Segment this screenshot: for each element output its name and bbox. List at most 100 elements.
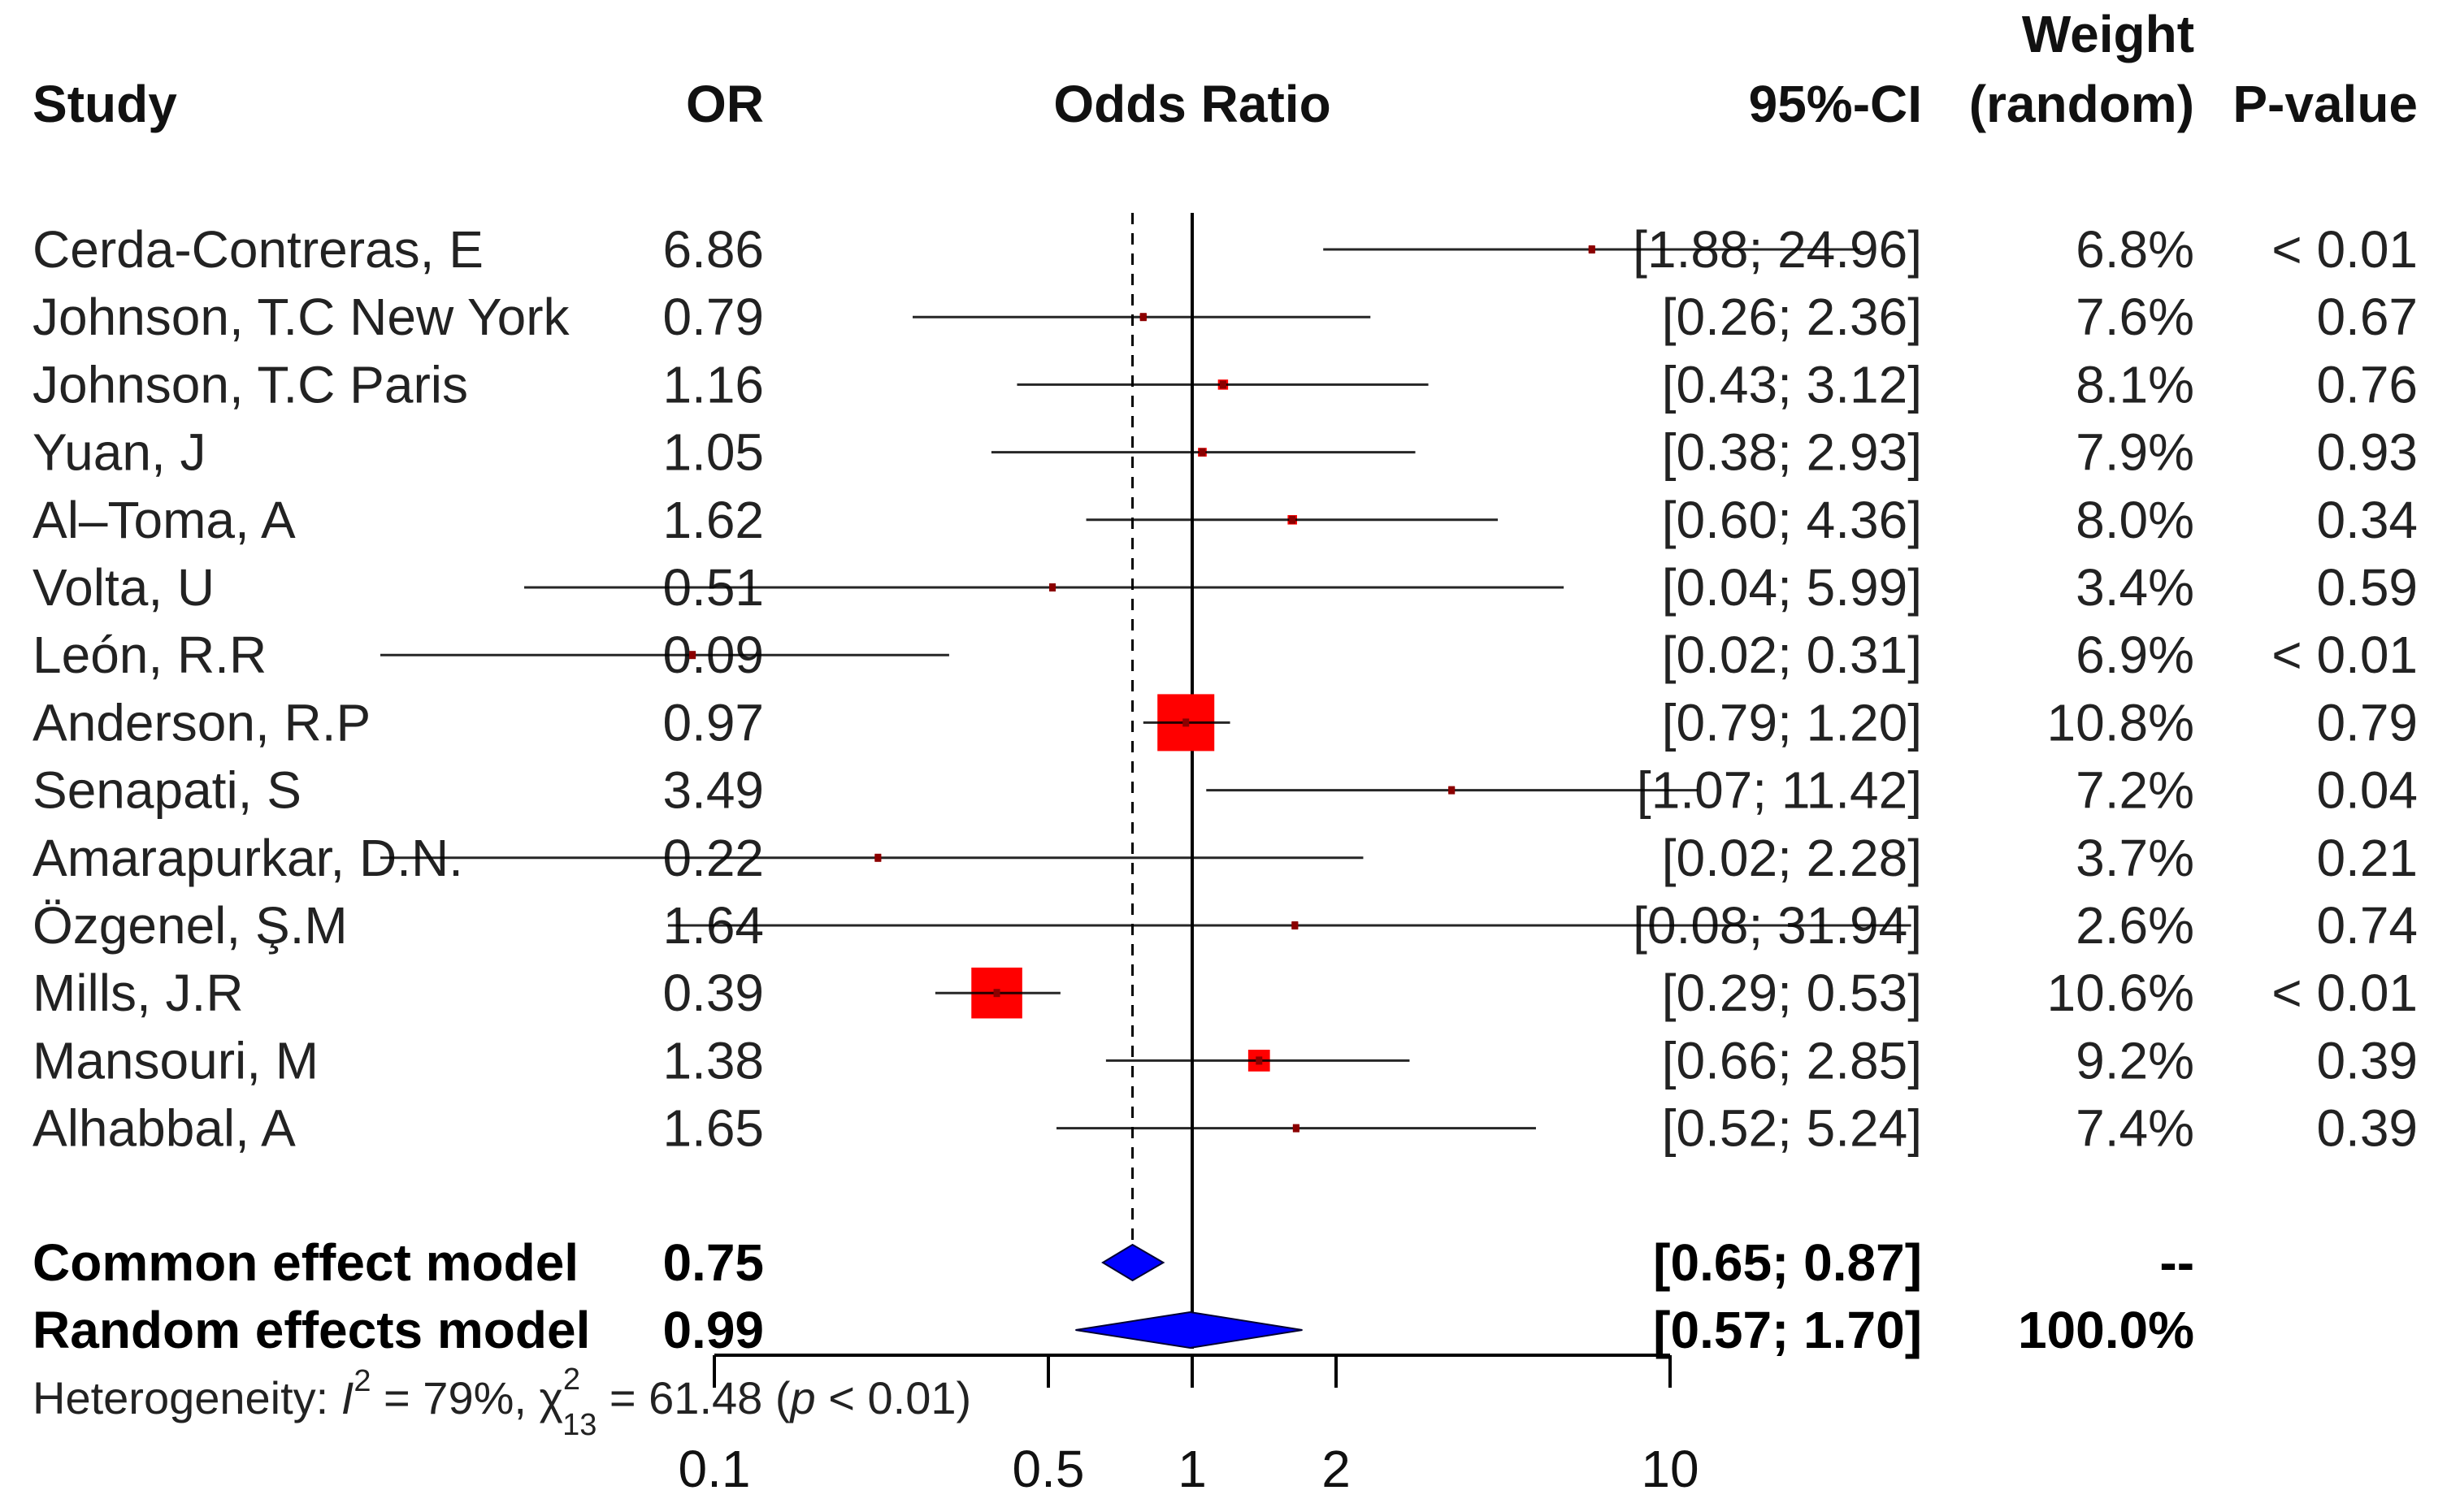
study-point-estimate (1256, 1056, 1263, 1065)
study-name: Volta, U (33, 558, 215, 617)
study-pvalue: 0.67 (2316, 288, 2418, 346)
summary-diamond (1101, 1243, 1165, 1282)
study-pvalue: 0.39 (2316, 1031, 2418, 1090)
study-weight: 10.8% (2047, 693, 2194, 752)
study-weight: 3.7% (2076, 829, 2194, 887)
summary-name: Random effects model (33, 1301, 590, 1359)
het-chi-sub: 13 (562, 1408, 597, 1442)
het-p-value: < 0.01) (816, 1372, 971, 1423)
study-point-estimate (1289, 515, 1296, 524)
study-ci: [0.66; 2.85] (1662, 1031, 1922, 1090)
study-row: León, R.R 0.09 [0.02; 0.31] 6.9% < 0.01 (33, 626, 2418, 684)
study-name: Cerda-Contreras, E (33, 220, 484, 279)
study-point-estimate (1291, 921, 1299, 929)
summary-or: 0.75 (662, 1233, 764, 1292)
study-or: 1.62 (662, 491, 764, 549)
study-ci: [0.29; 0.53] (1662, 964, 1922, 1022)
study-or: 0.39 (662, 964, 764, 1022)
study-point-estimate (1199, 448, 1206, 457)
study-row: Anderson, R.P 0.97 [0.79; 1.20] 10.8% 0.79 (33, 693, 2418, 752)
study-or: 1.65 (662, 1099, 764, 1158)
het-chi-value: = 61.48 ( (597, 1372, 791, 1423)
study-row: Johnson, T.C New York 0.79 [0.26; 2.36] 7.6… (33, 288, 2418, 346)
study-point-estimate (1292, 1124, 1299, 1133)
study-weight: 7.6% (2076, 288, 2194, 346)
study-or: 1.05 (662, 423, 764, 482)
column-headers: Study OR Odds Ratio 95%-CI Weight (rando… (33, 5, 2418, 133)
study-pvalue: 0.76 (2316, 355, 2418, 414)
study-name: Johnson, T.C Paris (33, 355, 468, 414)
study-weight: 8.0% (2076, 491, 2194, 549)
study-point-estimate (1448, 786, 1456, 795)
study-name: Alhabbal, A (33, 1099, 296, 1158)
study-weight: 8.1% (2076, 355, 2194, 414)
study-pvalue: 0.04 (2316, 761, 2418, 820)
study-or: 0.79 (662, 288, 764, 346)
summary-ci: [0.57; 1.70] (1653, 1301, 1922, 1359)
summary-row: Random effects model 0.99 [0.57; 1.70] 100.… (33, 1301, 2194, 1359)
het-p-symbol: p (789, 1372, 816, 1423)
study-pvalue: < 0.01 (2271, 964, 2418, 1022)
study-or: 1.38 (662, 1031, 764, 1090)
study-weight: 6.9% (2076, 626, 2194, 684)
summary-weight: -- (2159, 1233, 2194, 1292)
study-point-estimate (689, 651, 696, 660)
summary-rows: Common effect model 0.75 [0.65; 0.87] -- Ran… (33, 1233, 2194, 1359)
het-chi-sup: 2 (563, 1363, 580, 1397)
study-name: Mills, J.R (33, 964, 244, 1022)
study-or: 0.97 (662, 693, 764, 752)
study-pvalue: 0.21 (2316, 829, 2418, 887)
header-pvalue: P-value (2232, 75, 2418, 133)
study-point-estimate (1588, 245, 1595, 253)
study-pvalue: 0.79 (2316, 693, 2418, 752)
summary-diamond (1075, 1311, 1303, 1350)
study-row: Senapati, S 3.49 [1.07; 11.42] 7.2% 0.04 (33, 761, 2418, 820)
study-row: Johnson, T.C Paris 1.16 [0.43; 3.12] 8.1% 0.… (33, 355, 2418, 414)
study-name: Anderson, R.P (33, 693, 371, 752)
study-name: Senapati, S (33, 761, 302, 820)
study-name: Yuan, J (33, 423, 206, 482)
header-weight-top: Weight (2022, 5, 2194, 63)
study-ci: [0.02; 0.31] (1662, 626, 1922, 684)
study-row: Yuan, J 1.05 [0.38; 2.93] 7.9% 0.93 (33, 423, 2418, 482)
x-axis: 0.1 0.5 1 2 10 (679, 1354, 1699, 1498)
study-weight: 7.9% (2076, 423, 2194, 482)
het-chi-symbol: χ (540, 1372, 563, 1423)
study-pvalue: 0.59 (2316, 558, 2418, 617)
het-i-value: = 79%, (371, 1372, 539, 1423)
study-name: Özgenel, Ş.M (33, 896, 348, 955)
x-tick-label: 1 (1178, 1440, 1207, 1498)
study-ci: [0.60; 4.36] (1662, 491, 1922, 549)
study-point-estimate (1182, 718, 1190, 727)
study-pvalue: 0.39 (2316, 1099, 2418, 1158)
study-weight: 10.6% (2047, 964, 2194, 1022)
study-ci: [0.02; 2.28] (1662, 829, 1922, 887)
study-rows: Cerda-Contreras, E 6.86 [1.88; 24.96] 6.8% <… (33, 220, 2418, 1158)
study-weight: 7.4% (2076, 1099, 2194, 1158)
study-row: Mansouri, M 1.38 [0.66; 2.85] 9.2% 0.39 (33, 1031, 2418, 1090)
reference-lines (1131, 213, 1194, 1349)
study-row: Cerda-Contreras, E 6.86 [1.88; 24.96] 6.8% <… (33, 220, 2418, 279)
header-weight-bottom: (random) (1969, 75, 2194, 133)
study-point-estimate (1219, 380, 1226, 389)
study-row: Mills, J.R 0.39 [0.29; 0.53] 10.6% < 0.01 (33, 964, 2418, 1022)
het-i-symbol: I (341, 1372, 354, 1423)
x-tick-label: 2 (1321, 1440, 1351, 1498)
study-pvalue: 0.93 (2316, 423, 2418, 482)
study-point-estimate (993, 989, 1000, 998)
study-row: Al–Toma, A 1.62 [0.60; 4.36] 8.0% 0.34 (33, 491, 2418, 549)
heterogeneity-text: Heterogeneity: I2 = 79%, χ2 13 = 61.48 (p… (33, 1363, 971, 1442)
study-ci: [0.38; 2.93] (1662, 423, 1922, 482)
study-or: 6.86 (662, 220, 764, 279)
x-tick-label: 10 (1641, 1440, 1699, 1498)
header-or: OR (686, 75, 764, 133)
study-or: 1.16 (662, 355, 764, 414)
summary-row: Common effect model 0.75 [0.65; 0.87] -- (33, 1233, 2194, 1292)
study-pvalue: 0.74 (2316, 896, 2418, 955)
study-name: Al–Toma, A (33, 491, 296, 549)
summary-ci: [0.65; 0.87] (1653, 1233, 1922, 1292)
study-row: Amarapurkar, D.N. 0.22 [0.02; 2.28] 3.7% 0.2… (33, 829, 2418, 887)
x-tick-label: 0.5 (1013, 1440, 1085, 1498)
header-odds-ratio: Odds Ratio (1053, 75, 1330, 133)
